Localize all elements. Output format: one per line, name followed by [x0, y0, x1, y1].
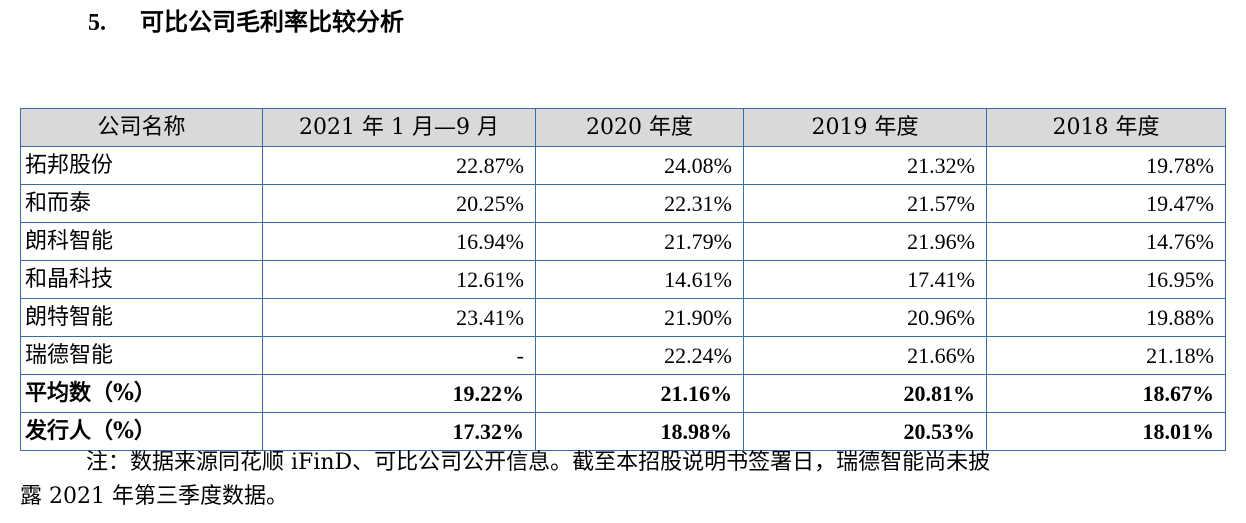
issuer-label-cell: 发行人（%） — [20, 412, 263, 451]
value-cell: 22.24% — [535, 336, 744, 375]
value-cell: 21.66% — [743, 336, 987, 375]
company-name-cell: 瑞德智能 — [20, 336, 263, 375]
value-cell: 21.79% — [535, 222, 744, 261]
value-cell: 21.96% — [743, 222, 987, 261]
section-number: 5. — [88, 10, 106, 36]
table-header-row: 公司名称 2021 年 1 月—9 月 2020 年度 2019 年度 2018… — [20, 108, 1226, 147]
header-2021-jan-sep: 2021 年 1 月—9 月 — [262, 108, 536, 147]
table-footnote: 注：数据来源同花顺 iFinD、可比公司公开信息。截至本招股说明书签署日，瑞德智… — [20, 446, 1225, 514]
average-value-cell: 21.16% — [535, 374, 744, 413]
average-value-cell: 19.22% — [262, 374, 536, 413]
average-row: 平均数（%） 19.22% 21.16% 20.81% 18.67% — [20, 374, 1226, 413]
value-cell: 23.41% — [262, 298, 536, 337]
value-cell: 21.90% — [535, 298, 744, 337]
header-company-name: 公司名称 — [20, 108, 263, 147]
value-cell: 22.87% — [262, 146, 536, 185]
value-cell: 20.96% — [743, 298, 987, 337]
average-value-cell: 18.67% — [986, 374, 1226, 413]
value-cell: 12.61% — [262, 260, 536, 299]
value-cell: - — [262, 336, 536, 375]
header-2019: 2019 年度 — [743, 108, 987, 147]
footnote-line-2: 露 2021 年第三季度数据。 — [20, 484, 288, 509]
company-name-cell: 朗科智能 — [20, 222, 263, 261]
header-2018: 2018 年度 — [986, 108, 1226, 147]
company-name-cell: 朗特智能 — [20, 298, 263, 337]
value-cell: 17.41% — [743, 260, 987, 299]
value-cell: 14.61% — [535, 260, 744, 299]
value-cell: 19.88% — [986, 298, 1226, 337]
table-row: 和而泰 20.25% 22.31% 21.57% 19.47% — [20, 184, 1226, 223]
company-name-cell: 和而泰 — [20, 184, 263, 223]
issuer-value-cell: 18.98% — [535, 412, 744, 451]
value-cell: 14.76% — [986, 222, 1226, 261]
value-cell: 24.08% — [535, 146, 744, 185]
table-row: 朗科智能 16.94% 21.79% 21.96% 14.76% — [20, 222, 1226, 261]
value-cell: 20.25% — [262, 184, 536, 223]
issuer-value-cell: 18.01% — [986, 412, 1226, 451]
value-cell: 19.78% — [986, 146, 1226, 185]
issuer-row: 发行人（%） 17.32% 18.98% 20.53% 18.01% — [20, 412, 1226, 451]
value-cell: 16.94% — [262, 222, 536, 261]
value-cell: 21.57% — [743, 184, 987, 223]
table-row: 瑞德智能 - 22.24% 21.66% 21.18% — [20, 336, 1226, 375]
footnote-line-1: 注：数据来源同花顺 iFinD、可比公司公开信息。截至本招股说明书签署日，瑞德智… — [86, 450, 991, 475]
table-row: 朗特智能 23.41% 21.90% 20.96% 19.88% — [20, 298, 1226, 337]
section-title: 可比公司毛利率比较分析 — [140, 7, 404, 36]
table-row: 和晶科技 12.61% 14.61% 17.41% 16.95% — [20, 260, 1226, 299]
average-label-cell: 平均数（%） — [20, 374, 263, 413]
value-cell: 19.47% — [986, 184, 1226, 223]
value-cell: 22.31% — [535, 184, 744, 223]
company-name-cell: 拓邦股份 — [20, 146, 263, 185]
header-2020: 2020 年度 — [535, 108, 744, 147]
value-cell: 21.32% — [743, 146, 987, 185]
issuer-value-cell: 17.32% — [262, 412, 536, 451]
average-value-cell: 20.81% — [743, 374, 987, 413]
value-cell: 21.18% — [986, 336, 1226, 375]
table-row: 拓邦股份 22.87% 24.08% 21.32% 19.78% — [20, 146, 1226, 185]
gross-margin-comparison-table: 公司名称 2021 年 1 月—9 月 2020 年度 2019 年度 2018… — [20, 108, 1226, 451]
section-heading: 5. 可比公司毛利率比较分析 — [88, 6, 404, 39]
value-cell: 16.95% — [986, 260, 1226, 299]
issuer-value-cell: 20.53% — [743, 412, 987, 451]
company-name-cell: 和晶科技 — [20, 260, 263, 299]
